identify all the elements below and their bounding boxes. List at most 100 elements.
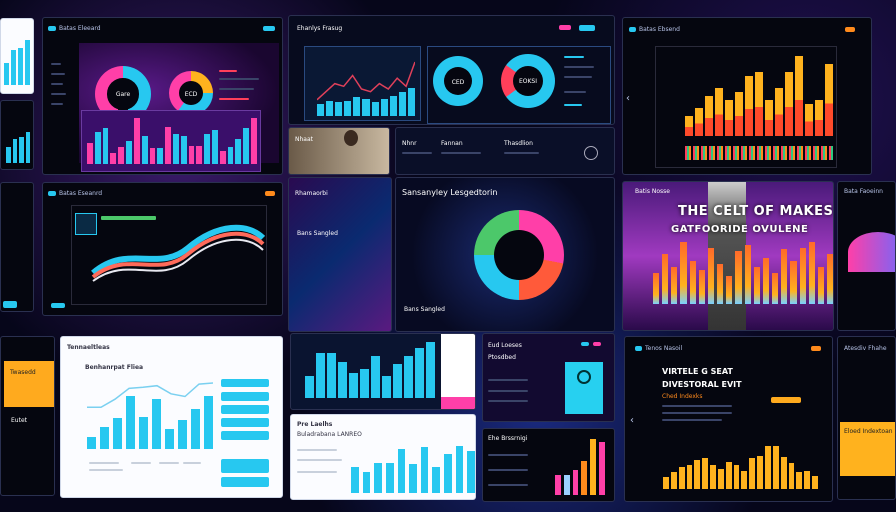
- panel-title: Eud Loeses: [488, 342, 522, 349]
- bar: [757, 456, 763, 489]
- bar-chart: [6, 128, 30, 163]
- bar: [326, 100, 334, 116]
- bar: [680, 242, 687, 304]
- bar: [689, 260, 696, 304]
- bar: [790, 260, 797, 304]
- list-item[interactable]: [221, 392, 269, 401]
- list-item[interactable]: [221, 405, 269, 414]
- bar: [338, 361, 347, 398]
- info-label: Fannan: [441, 140, 463, 147]
- bar: [188, 145, 195, 164]
- bar: [805, 104, 813, 136]
- bar: [695, 108, 703, 136]
- bar: [733, 464, 740, 489]
- bar: [380, 99, 388, 116]
- panel-title: Ehe Brssrnigi: [488, 435, 528, 442]
- bar: [100, 427, 109, 449]
- bar: [344, 100, 352, 116]
- bar: [555, 475, 561, 495]
- panel-subtitle: Bans Sangled: [297, 230, 338, 237]
- bar: [196, 145, 203, 164]
- action-button[interactable]: [221, 459, 269, 473]
- dashboard-title: Ehanlys Frasug: [297, 25, 343, 32]
- person-image: [344, 130, 358, 146]
- mini-chart-panel: [0, 18, 34, 94]
- bar: [785, 72, 793, 136]
- bar: [165, 428, 174, 449]
- prev-arrow-icon[interactable]: ‹: [630, 415, 634, 426]
- bar: [705, 96, 713, 136]
- dashboard-orange-bars: Batas Ebsend ‹: [622, 17, 872, 175]
- action-button[interactable]: [771, 397, 801, 403]
- action-button[interactable]: [51, 303, 65, 308]
- legend-button[interactable]: [221, 379, 269, 387]
- header-button[interactable]: [581, 342, 589, 346]
- header-button[interactable]: [579, 25, 595, 31]
- action-button[interactable]: [3, 301, 17, 308]
- header-button[interactable]: [263, 26, 275, 31]
- logo-icon: [48, 191, 56, 196]
- dashboard-title: Batas Eseanrd: [59, 190, 103, 197]
- bar: [353, 96, 361, 116]
- action-button[interactable]: [221, 477, 269, 487]
- bar: [110, 152, 117, 164]
- dashboard-donuts: Batas Eleeard Gare ECD: [42, 17, 283, 175]
- dashboard-wave: Batas Eseanrd: [42, 182, 283, 316]
- bar: [165, 127, 171, 164]
- bar: [671, 266, 678, 304]
- bar: [753, 266, 760, 304]
- bar: [235, 138, 242, 164]
- bar: [11, 50, 16, 85]
- header-button[interactable]: [593, 342, 601, 346]
- bar: [149, 147, 156, 164]
- yellow-card-panel: Atesdiv Fhahe Eloed Indextoan: [837, 336, 896, 500]
- header-button[interactable]: [265, 191, 275, 196]
- bar: [382, 375, 391, 398]
- wave-graphic: [848, 232, 895, 272]
- dashboard-title: Tennaeltleas: [67, 344, 110, 351]
- cyan-bar-dashboard: [290, 333, 476, 410]
- bar: [172, 134, 179, 164]
- info-label: Nhnr: [402, 140, 417, 147]
- card-title: Eloed Indextoan: [844, 428, 893, 435]
- bar: [467, 451, 475, 493]
- chart-heading: Benhanrpat Fliea: [85, 364, 144, 371]
- info-panel: Nhnr Fannan Thasdlion: [395, 127, 615, 175]
- list-item[interactable]: [221, 431, 269, 440]
- bar: [180, 136, 187, 164]
- donut-label: CED: [451, 78, 465, 86]
- bar: [25, 131, 30, 163]
- header-button[interactable]: [559, 25, 571, 30]
- bar: [726, 276, 733, 304]
- small-bars-panel: Ehe Brssrnigi: [482, 428, 615, 502]
- logo-icon: [635, 346, 642, 351]
- list-item[interactable]: [221, 418, 269, 427]
- line-series: [317, 61, 415, 101]
- bar: [407, 88, 416, 116]
- bar: [563, 475, 570, 495]
- bar: [717, 263, 724, 304]
- line-chart: [87, 382, 213, 409]
- header-button[interactable]: [811, 346, 821, 351]
- chart-frame: [655, 46, 837, 168]
- pie-chart: [474, 210, 564, 300]
- donut-chart-2: ECD: [169, 71, 213, 115]
- bar: [788, 462, 795, 489]
- bar: [762, 257, 770, 304]
- line-chart: [317, 61, 415, 101]
- logo-icon: [48, 26, 56, 31]
- header-button[interactable]: [845, 27, 855, 32]
- bar: [455, 446, 464, 493]
- prev-arrow-icon[interactable]: ‹: [626, 93, 630, 104]
- globe-icon: [584, 146, 598, 160]
- dashboard-subtitle: Buladrabana LANREO: [297, 431, 362, 438]
- bar: [389, 96, 397, 116]
- bar: [126, 141, 132, 164]
- bar: [393, 364, 402, 398]
- bar: [663, 476, 669, 489]
- bar: [817, 266, 824, 304]
- bar: [808, 242, 815, 304]
- bar: [139, 416, 148, 449]
- bar-chart: [685, 56, 833, 136]
- bar: [744, 245, 751, 304]
